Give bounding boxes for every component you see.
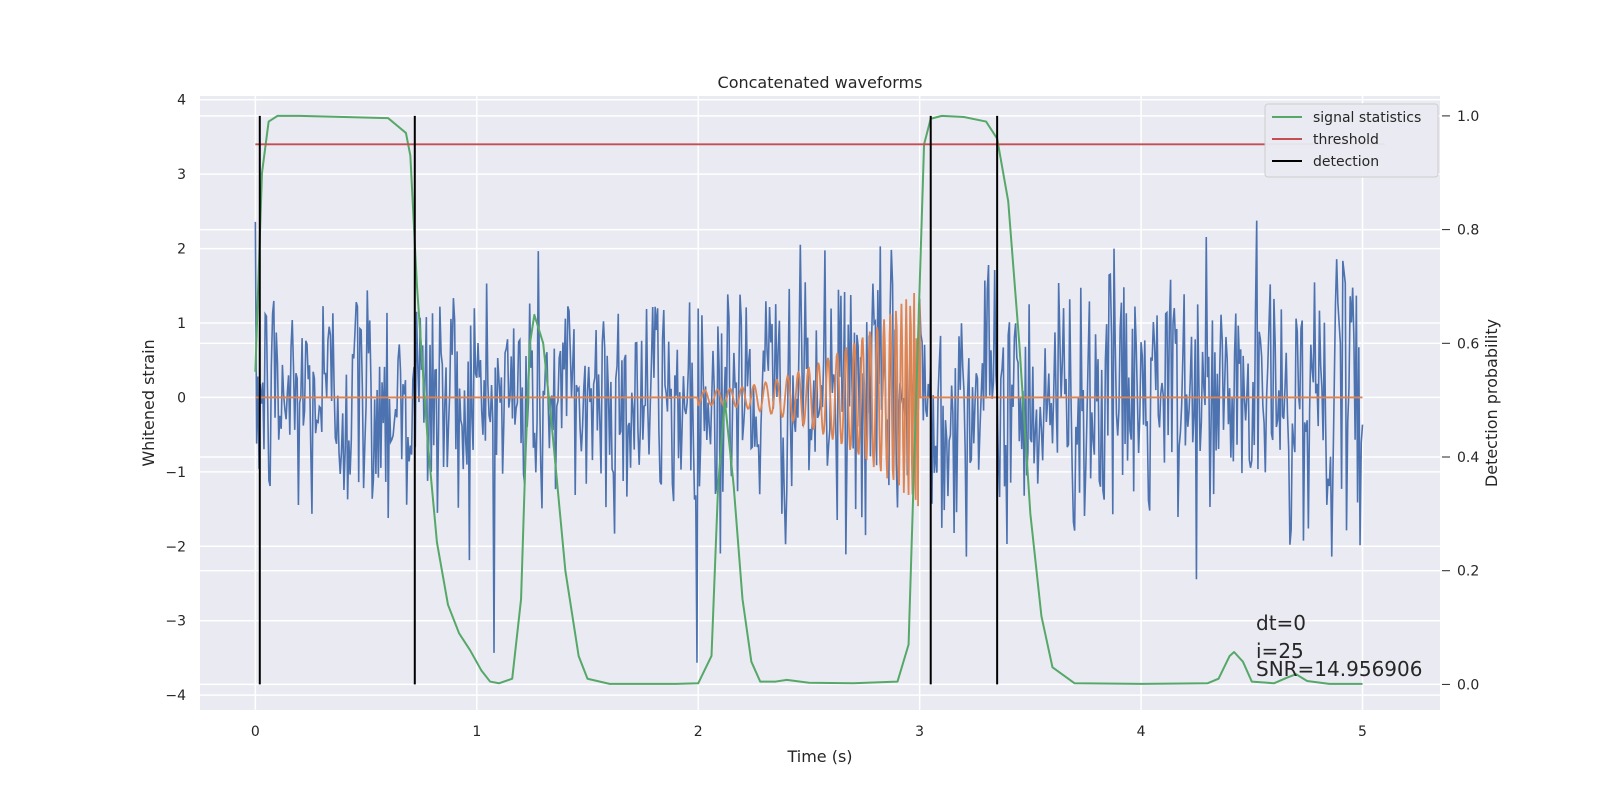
grid — [200, 96, 1440, 710]
y-tick-label: 2 — [177, 242, 186, 258]
x-tick-label: 0 — [251, 724, 260, 740]
legend-label: threshold — [1313, 132, 1379, 148]
legend-label: signal statistics — [1313, 110, 1421, 126]
y2-axis-label: Detection probability — [1482, 319, 1501, 487]
template-line — [255, 292, 1363, 507]
y-axis-label: Whitened strain — [139, 339, 158, 466]
annotation-line-3: SNR=14.956906 — [1256, 657, 1422, 681]
annotation-line-2: i=25 — [1256, 639, 1304, 663]
x-tick-label: 5 — [1358, 724, 1367, 740]
y2-tick-label: 0.8 — [1457, 223, 1479, 239]
legend-box — [1264, 103, 1439, 178]
tick-labels: 0 1 2 3 4 5 −4 −3 −2 −1 0 1 2 3 4 0.0 0.2 0.4 0.6 0.8 1.0 — [165, 93, 1479, 740]
y-tick-label: 4 — [177, 93, 186, 109]
template-series — [255, 292, 1363, 507]
y-tick-label: 3 — [177, 167, 186, 183]
legend: signal statistics threshold detection — [1264, 103, 1439, 178]
noise-series — [254, 220, 1364, 663]
y2-tick-label: 0.2 — [1457, 564, 1479, 580]
y2-tick-label: 1.0 — [1457, 109, 1479, 125]
chart-title: Concatenated waveforms — [718, 73, 923, 92]
x-tick-label: 3 — [915, 724, 924, 740]
y-tick-label: −1 — [165, 465, 186, 481]
y2-tick-label: 0.0 — [1457, 677, 1479, 693]
y-tick-label: 0 — [177, 390, 186, 406]
x-tick-label: 4 — [1137, 724, 1146, 740]
y2-tick-label: 0.6 — [1457, 336, 1479, 352]
y-tick-label: −4 — [165, 688, 186, 704]
signal-statistics-line — [254, 114, 1363, 685]
legend-label: detection — [1313, 154, 1379, 170]
noise-line — [254, 220, 1364, 663]
detection-series — [258, 115, 999, 685]
x-tick-label: 1 — [472, 724, 481, 740]
x-axis-label: Time (s) — [786, 747, 852, 766]
x-tick-label: 2 — [694, 724, 703, 740]
y-tick-label: −2 — [165, 539, 186, 555]
signal-statistics-series — [254, 114, 1363, 685]
y-tick-label: −3 — [165, 614, 186, 630]
y-tick-label: 1 — [177, 316, 186, 332]
y2-tick-label: 0.4 — [1457, 450, 1479, 466]
annotation-line-1: dt=0 — [1256, 611, 1306, 635]
